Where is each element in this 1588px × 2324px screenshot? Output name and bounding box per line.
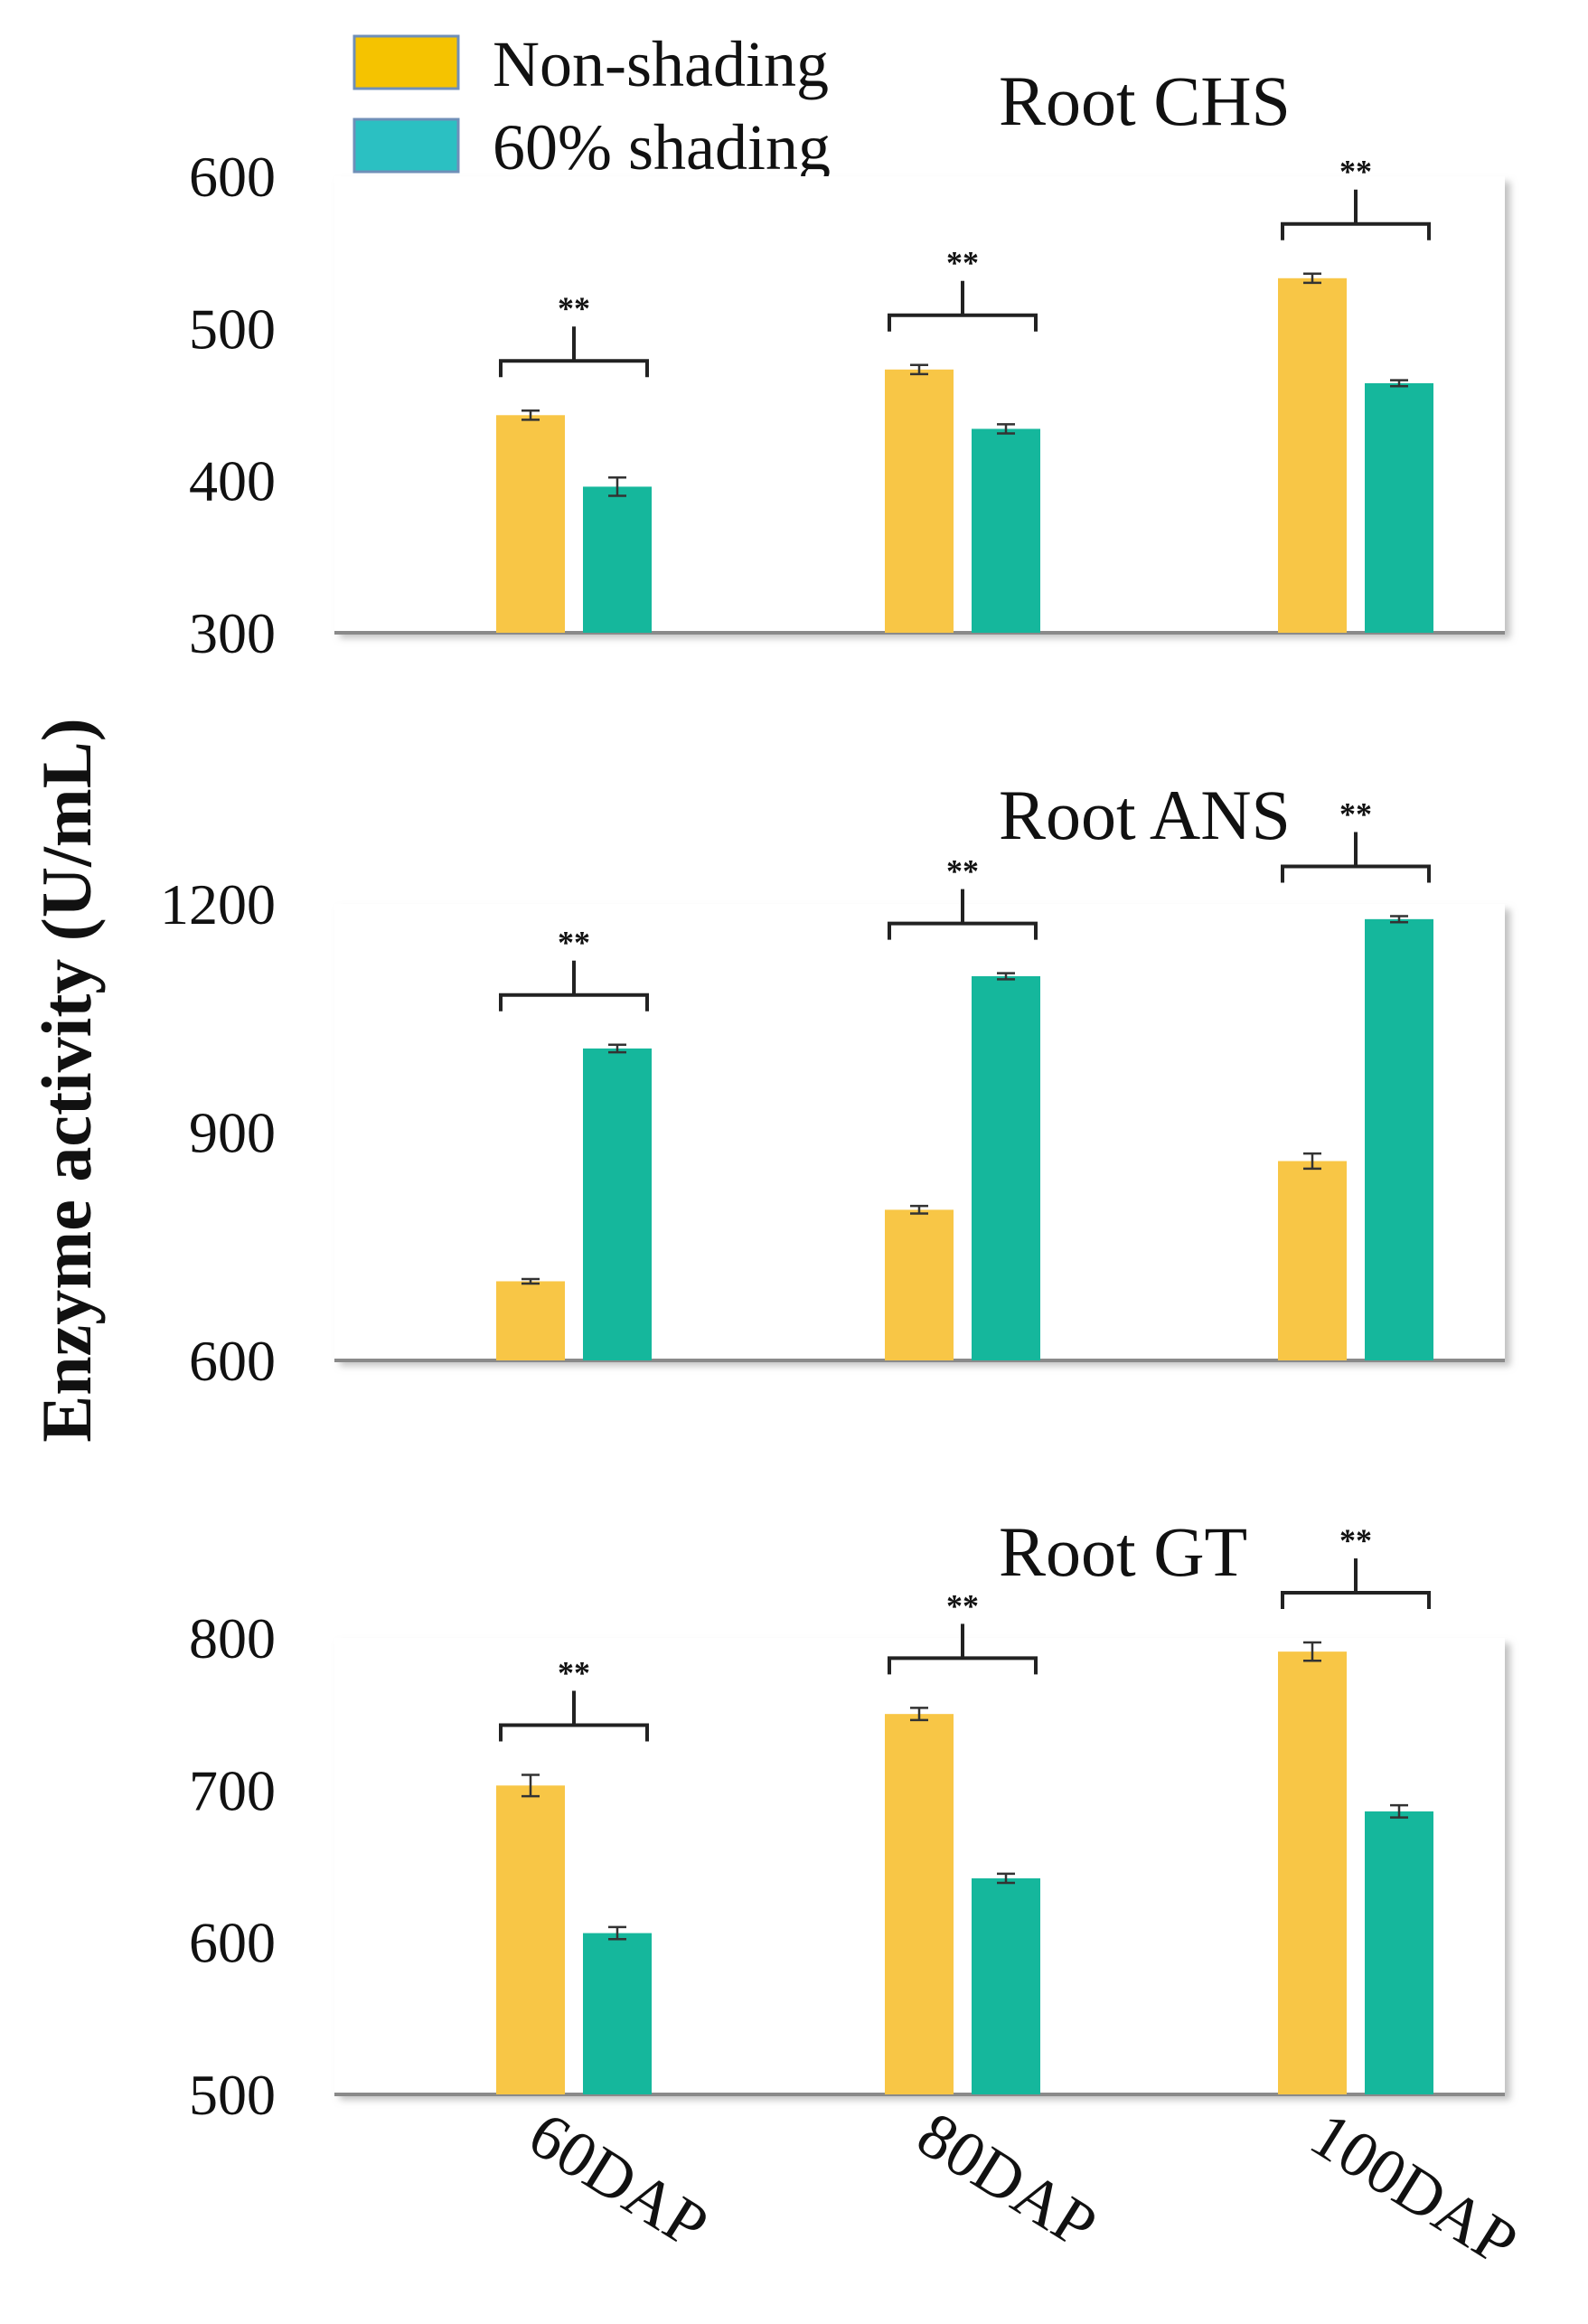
significance-label: ** (558, 290, 590, 326)
bar-gt-60dap-60-shading (583, 1933, 652, 2094)
x-category-label-60dap: 60DAP (517, 2098, 721, 2263)
error-bar (608, 1925, 626, 1941)
bar-ans-100dap-60-shading (1365, 918, 1433, 1360)
y-tick-label: 1200 (160, 872, 276, 936)
panel-title-gt: Root GT (999, 1512, 1247, 1591)
bar-ans-80dap-60-shading (972, 975, 1040, 1360)
y-tick-label: 500 (189, 2063, 276, 2127)
significance-bracket (1281, 832, 1431, 883)
x-category-label-100dap: 100DAP (1299, 2098, 1530, 2280)
significance-label: ** (946, 245, 979, 281)
y-tick-label: 600 (189, 1329, 276, 1393)
legend-label-non-shading: Non-shading (493, 28, 829, 100)
bar-ans-60dap-non-shading (496, 1281, 565, 1360)
significance-bracket (499, 326, 649, 378)
panel-gt: Root GT 500 600 700 800 ** ** ** (189, 1512, 1505, 2127)
bar-gt-80dap-60-shading (972, 1877, 1040, 2094)
significance-label: ** (946, 853, 979, 889)
significance-label: ** (558, 1655, 590, 1691)
legend-label-60-shading: 60% shading (493, 111, 831, 183)
bar-chs-100dap-non-shading (1278, 278, 1347, 633)
error-bar (522, 1277, 540, 1285)
bar-ans-100dap-non-shading (1278, 1161, 1347, 1360)
x-axis-categories: 60DAP 80DAP 100DAP (517, 2098, 1530, 2280)
error-bar (522, 1774, 540, 1798)
y-tick-label: 900 (189, 1101, 276, 1165)
y-tick-label: 600 (189, 1911, 276, 1975)
bar-gt-100dap-60-shading (1365, 1811, 1433, 2094)
y-tick-label: 300 (189, 601, 276, 665)
panel-ans: Root ANS 600 900 1200 ** ** ** (160, 776, 1505, 1393)
error-bar (1303, 1152, 1321, 1171)
error-bar (1390, 1803, 1408, 1819)
error-bar (1390, 379, 1408, 388)
significance-label: ** (1339, 1522, 1372, 1558)
significance-bracket (888, 889, 1038, 940)
error-bar (608, 476, 626, 497)
bar-gt-100dap-non-shading (1278, 1651, 1347, 2094)
error-bar (997, 423, 1015, 435)
y-tick-label: 700 (189, 1758, 276, 1822)
panel-title-ans: Root ANS (999, 776, 1291, 854)
bar-chs-100dap-60-shading (1365, 382, 1433, 633)
error-bar (1303, 272, 1321, 285)
x-category-label-80dap: 80DAP (906, 2098, 1110, 2263)
error-bar (522, 409, 540, 421)
error-bar (1390, 915, 1408, 924)
bar-ans-60dap-60-shading (583, 1048, 652, 1360)
error-bar (997, 972, 1015, 981)
bar-chs-60dap-non-shading (496, 415, 565, 633)
significance-bracket (1281, 189, 1431, 240)
significance-label: ** (558, 925, 590, 961)
bar-ans-80dap-non-shading (885, 1209, 954, 1360)
significance-bracket (499, 1690, 649, 1742)
error-bar (997, 1872, 1015, 1885)
y-tick-label: 600 (189, 145, 276, 209)
significance-bracket (888, 280, 1038, 332)
significance-label: ** (1339, 154, 1372, 190)
error-bar (608, 1043, 626, 1054)
y-axis-label: Enzyme activity (U/mL) (27, 718, 106, 1442)
legend-swatch-non-shading (352, 34, 460, 90)
significance-label: ** (946, 1587, 979, 1623)
error-bar (910, 1204, 928, 1215)
bar-chs-80dap-60-shading (972, 428, 1040, 633)
y-tick-label: 800 (189, 1606, 276, 1670)
y-tick-label: 500 (189, 296, 276, 361)
bar-gt-80dap-non-shading (885, 1714, 954, 2094)
significance-bracket (888, 1623, 1038, 1675)
legend-swatch-60-shading (352, 118, 460, 174)
significance-label: ** (1339, 795, 1372, 832)
legend: Non-shading 60% shading (352, 28, 831, 183)
bar-chs-60dap-60-shading (583, 486, 652, 633)
error-bar (910, 363, 928, 376)
bar-gt-60dap-non-shading (496, 1785, 565, 2094)
significance-bracket (1281, 1558, 1431, 1610)
error-bar (910, 1707, 928, 1722)
significance-bracket (499, 960, 649, 1011)
y-tick-label: 400 (189, 449, 276, 513)
panel-chs: Root CHS 300 400 500 600 ** ** ** (189, 61, 1505, 665)
bar-chs-80dap-non-shading (885, 369, 954, 633)
error-bar (1303, 1641, 1321, 1662)
panel-title-chs: Root CHS (999, 61, 1291, 140)
